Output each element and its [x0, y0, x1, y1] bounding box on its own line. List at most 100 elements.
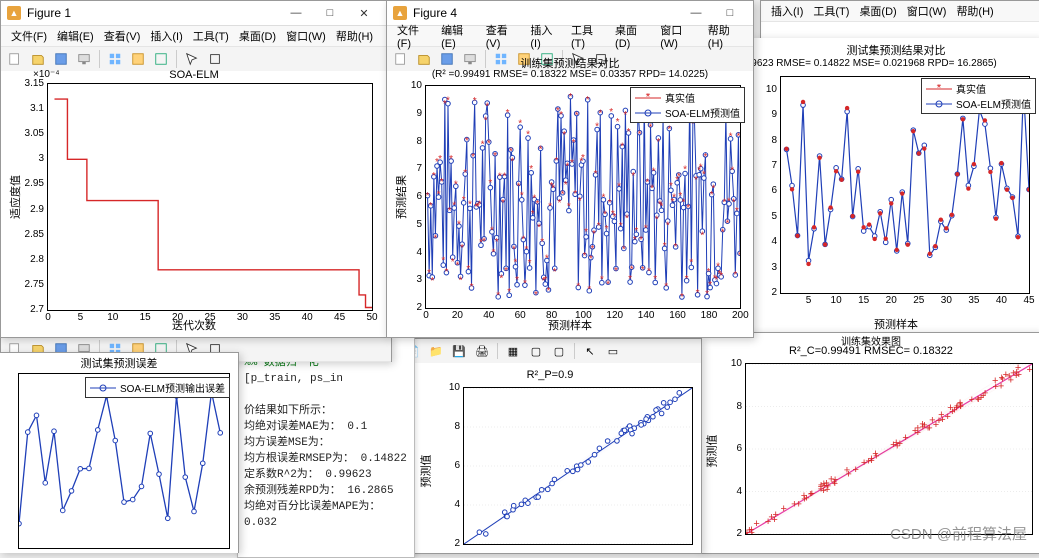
toolbar-button[interactable]: [105, 49, 125, 69]
svg-text:*: *: [564, 180, 568, 191]
svg-text:*: *: [605, 224, 609, 235]
svg-text:+: +: [868, 453, 874, 465]
svg-text:*: *: [622, 245, 626, 256]
toolbar-button[interactable]: [28, 49, 48, 69]
svg-text:+: +: [912, 425, 918, 437]
svg-text:*: *: [677, 171, 681, 182]
maximize-button[interactable]: □: [313, 2, 347, 24]
svg-text:*: *: [597, 221, 601, 232]
svg-text:*: *: [937, 84, 942, 94]
code-panel: M = size(P_trai %% 数据归一化 [p_train, ps_in…: [237, 336, 415, 558]
svg-text:*: *: [578, 196, 582, 207]
svg-text:*: *: [592, 229, 596, 240]
toolbar-button[interactable]: [205, 49, 225, 69]
toolbar-rp: 📄📁💾🖨▦▢▢↖▭: [399, 339, 701, 364]
svg-text:*: *: [477, 199, 481, 210]
svg-text:*: *: [487, 138, 491, 149]
svg-text:*: *: [526, 130, 530, 141]
legend-err: SOA-ELM预测输出误差: [85, 377, 230, 398]
svg-text:+: +: [773, 509, 779, 521]
svg-text:*: *: [559, 110, 563, 121]
svg-text:*: *: [583, 251, 587, 262]
bottom-sub: R²_C=0.99491 RMSEC= 0.18322: [701, 345, 1039, 357]
rp-title: R²_P=0.9: [399, 369, 701, 381]
svg-text:+: +: [831, 477, 837, 489]
svg-text:*: *: [465, 136, 469, 147]
menu-window[interactable]: 窗口(W): [903, 2, 951, 20]
svg-text:*: *: [689, 258, 693, 269]
svg-text:*: *: [482, 236, 486, 247]
svg-text:*: *: [567, 201, 571, 212]
toolbar-button[interactable]: [74, 49, 94, 69]
svg-text:*: *: [432, 171, 436, 182]
toolbar-button[interactable]: ▦: [503, 341, 523, 361]
menu-insert[interactable]: 插入(I): [767, 2, 807, 20]
svg-text:*: *: [627, 127, 631, 138]
svg-text:*: *: [700, 231, 704, 242]
svg-text:*: *: [584, 227, 588, 238]
menubar-fig1[interactable]: 文件(F)编辑(E)查看(V)插入(I)工具(T)桌面(D)窗口(W)帮助(H): [1, 26, 387, 47]
toolbar-button[interactable]: [51, 49, 71, 69]
figure1-title: Figure 1: [27, 6, 71, 20]
svg-text:*: *: [568, 92, 572, 103]
svg-text:*: *: [625, 213, 629, 224]
toolbar-button[interactable]: ↖: [580, 341, 600, 361]
toolbar-button[interactable]: [128, 49, 148, 69]
svg-text:*: *: [451, 257, 455, 268]
svg-text:+: +: [920, 421, 926, 433]
svg-text:*: *: [711, 183, 715, 194]
svg-text:*: *: [674, 242, 678, 253]
svg-text:*: *: [616, 117, 620, 128]
menubar-fig4[interactable]: 文件(F)编辑(E)查看(V)插入(I)工具(T)桌面(D)窗口(W)帮助(H): [387, 26, 753, 47]
svg-text:*: *: [430, 276, 434, 287]
close-button[interactable]: ✕: [347, 2, 381, 24]
svg-text:*: *: [492, 248, 496, 259]
toolbar-button[interactable]: ▭: [603, 341, 623, 361]
svg-text:*: *: [666, 221, 670, 232]
svg-text:*: *: [587, 285, 591, 296]
toolbar-button[interactable]: ▢: [549, 341, 569, 361]
menu-tools[interactable]: 工具(T): [809, 2, 853, 20]
svg-text:*: *: [441, 256, 445, 267]
svg-text:*: *: [462, 195, 466, 206]
svg-text:*: *: [444, 267, 448, 278]
svg-text:*: *: [548, 202, 552, 213]
svg-text:*: *: [518, 119, 522, 130]
svg-text:*: *: [631, 171, 635, 182]
toolbar-button[interactable]: 📁: [426, 341, 446, 361]
toolbar-button[interactable]: 💾: [449, 341, 469, 361]
svg-text:*: *: [649, 122, 653, 133]
svg-text:*: *: [504, 266, 508, 277]
minimize-button[interactable]: ―: [279, 2, 313, 24]
svg-text:*: *: [501, 198, 505, 209]
toolbar-button[interactable]: [182, 49, 202, 69]
svg-text:*: *: [598, 108, 602, 119]
svg-text:*: *: [589, 254, 593, 265]
toolbar-button[interactable]: 🖨: [472, 341, 492, 361]
svg-text:*: *: [498, 172, 502, 183]
svg-text:*: *: [707, 267, 711, 278]
svg-text:*: *: [619, 221, 623, 232]
toolbar-button[interactable]: ▢: [526, 341, 546, 361]
svg-text:*: *: [536, 199, 540, 210]
svg-text:*: *: [608, 198, 612, 209]
toolbar-button[interactable]: [5, 49, 25, 69]
svg-text:*: *: [612, 212, 616, 223]
menu-desktop[interactable]: 桌面(D): [855, 2, 900, 20]
svg-text:*: *: [573, 189, 577, 200]
svg-text:*: *: [735, 206, 739, 217]
svg-text:*: *: [641, 265, 645, 276]
menu-help[interactable]: 帮助(H): [952, 2, 997, 20]
svg-text:*: *: [647, 266, 651, 277]
red-ylabel: 预测值: [704, 435, 720, 468]
matlab-icon: ▲: [393, 6, 407, 20]
svg-text:+: +: [821, 478, 827, 490]
svg-text:*: *: [438, 154, 442, 165]
svg-text:*: *: [562, 130, 566, 141]
svg-text:*: *: [663, 241, 667, 252]
figure-1-window: ▲ Figure 1 ― □ ✕ 文件(F)编辑(E)查看(V)插入(I)工具(…: [0, 0, 388, 338]
toolbar-button[interactable]: [151, 49, 171, 69]
svg-text:*: *: [570, 158, 574, 169]
svg-text:*: *: [590, 244, 594, 255]
svg-text:*: *: [490, 225, 494, 236]
